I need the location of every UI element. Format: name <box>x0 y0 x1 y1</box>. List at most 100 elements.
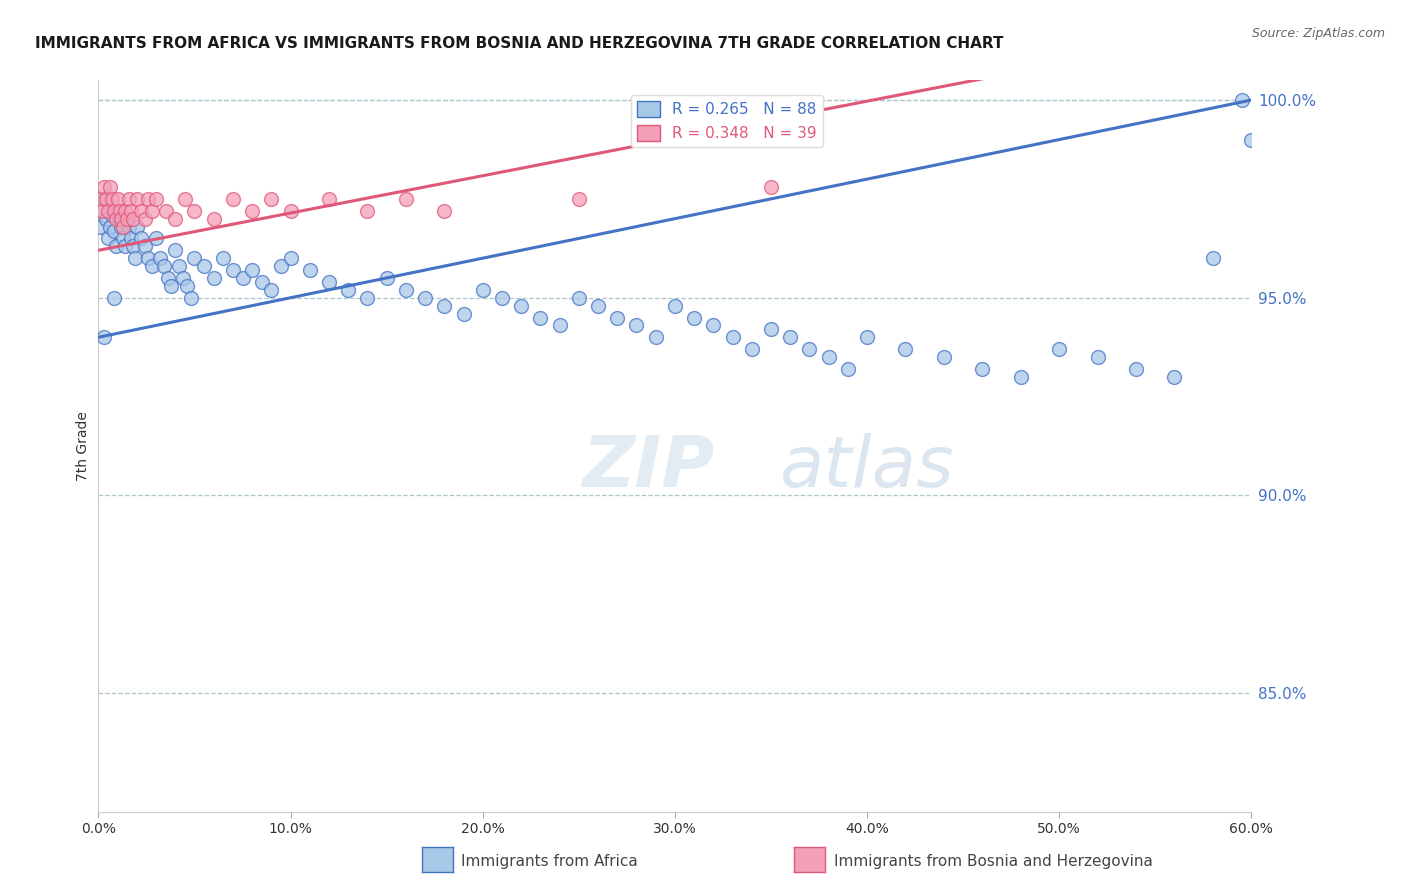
Point <box>118 192 141 206</box>
Point <box>108 211 131 226</box>
Point <box>114 203 136 218</box>
Point <box>124 251 146 265</box>
Point <box>134 211 156 226</box>
Point <box>117 211 139 226</box>
Point <box>298 263 321 277</box>
Point <box>779 330 801 344</box>
Point <box>94 211 117 226</box>
Point <box>98 180 121 194</box>
Point <box>165 211 187 226</box>
Point <box>626 318 648 333</box>
Text: atlas: atlas <box>779 434 953 502</box>
Point <box>894 342 917 356</box>
Point <box>356 203 378 218</box>
Text: Immigrants from Africa: Immigrants from Africa <box>461 855 638 869</box>
Text: Immigrants from Bosnia and Herzegovina: Immigrants from Bosnia and Herzegovina <box>834 855 1153 869</box>
Point <box>103 203 125 218</box>
Point <box>118 219 141 234</box>
Point <box>586 299 609 313</box>
Point <box>491 291 513 305</box>
Point <box>104 211 127 226</box>
Point <box>471 283 494 297</box>
Point <box>120 231 142 245</box>
Point <box>134 239 156 253</box>
Text: Source: ZipAtlas.com: Source: ZipAtlas.com <box>1251 27 1385 40</box>
Point <box>94 192 117 206</box>
Point <box>1202 251 1225 265</box>
Point <box>138 192 160 206</box>
Point <box>183 251 205 265</box>
Point <box>97 231 120 245</box>
Point <box>141 203 163 218</box>
Point <box>160 278 183 293</box>
Point <box>1010 369 1032 384</box>
Point <box>260 283 283 297</box>
Point <box>222 192 245 206</box>
Point <box>91 203 114 218</box>
Point <box>145 192 167 206</box>
Point <box>856 330 879 344</box>
Point <box>664 299 686 313</box>
Point <box>202 211 225 226</box>
Point <box>129 203 152 218</box>
Point <box>932 350 955 364</box>
Point <box>89 219 111 234</box>
Point <box>240 263 263 277</box>
Point <box>129 231 152 245</box>
Point <box>97 203 120 218</box>
Point <box>231 271 254 285</box>
Point <box>101 192 124 206</box>
Point <box>683 310 706 325</box>
Point <box>141 259 163 273</box>
Point <box>644 330 666 344</box>
Point <box>1163 369 1185 384</box>
Point <box>98 219 121 234</box>
Point <box>112 231 135 245</box>
Point <box>799 342 821 356</box>
Point <box>548 318 571 333</box>
Point <box>240 203 263 218</box>
Point <box>702 318 724 333</box>
Point <box>1125 362 1147 376</box>
Point <box>107 192 129 206</box>
Point <box>176 278 198 293</box>
Y-axis label: 7th Grade: 7th Grade <box>76 411 90 481</box>
Point <box>91 203 114 218</box>
Point <box>356 291 378 305</box>
Point <box>453 307 475 321</box>
Point <box>529 310 551 325</box>
Point <box>1087 350 1109 364</box>
Point <box>174 192 197 206</box>
Point <box>413 291 436 305</box>
Text: ZIP: ZIP <box>582 434 714 502</box>
Text: IMMIGRANTS FROM AFRICA VS IMMIGRANTS FROM BOSNIA AND HERZEGOVINA 7TH GRADE CORRE: IMMIGRANTS FROM AFRICA VS IMMIGRANTS FRO… <box>35 36 1004 51</box>
Point <box>375 271 398 285</box>
Point <box>1240 132 1263 146</box>
Point <box>721 330 744 344</box>
Point <box>172 271 194 285</box>
Point <box>165 244 187 258</box>
Point <box>145 231 167 245</box>
Point <box>759 322 782 336</box>
Point <box>433 299 456 313</box>
Point <box>125 219 148 234</box>
Point <box>606 310 628 325</box>
Point <box>202 271 225 285</box>
Point <box>568 291 591 305</box>
Point <box>112 219 135 234</box>
Point <box>125 192 148 206</box>
Point <box>183 203 205 218</box>
Point <box>318 192 340 206</box>
Point <box>156 271 179 285</box>
Point <box>260 192 283 206</box>
Point <box>212 251 235 265</box>
Point <box>93 330 115 344</box>
Point <box>110 219 132 234</box>
Point <box>167 259 190 273</box>
Point <box>120 203 142 218</box>
Point <box>759 180 782 194</box>
Point <box>741 342 763 356</box>
Point <box>568 192 591 206</box>
Point <box>93 192 115 206</box>
Point <box>318 275 340 289</box>
